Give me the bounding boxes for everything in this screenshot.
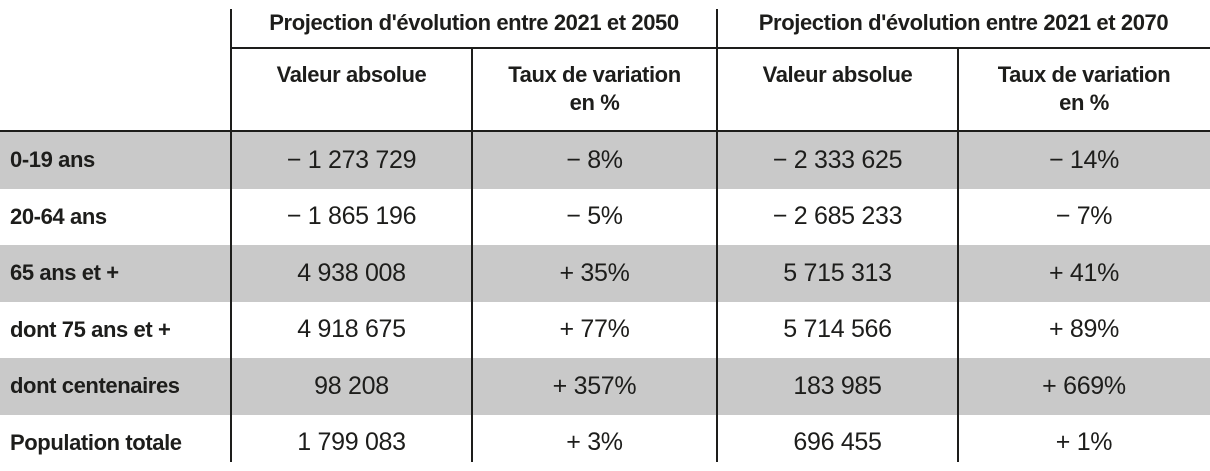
value-cell: − 2 333 625: [717, 132, 958, 189]
vertical-rule-group2-split: [957, 48, 959, 462]
value-cell: − 5%: [472, 188, 717, 245]
value-cell: 98 208: [231, 358, 472, 415]
vertical-rule-group1-split: [471, 48, 473, 462]
value-cell: 4 918 675: [231, 301, 472, 358]
value-cell: − 1 273 729: [231, 132, 472, 189]
value-cell: 1 799 083: [231, 414, 472, 471]
row-label-0-19-ans: 0-19 ans: [0, 132, 231, 189]
subheader-taux-variation-2050: Taux de variation en %: [508, 62, 681, 115]
value-cell: 4 938 008: [231, 245, 472, 302]
subheader-valeur-absolue-2050: Valeur absolue: [276, 62, 427, 87]
row-label-dont-75-ans-et-plus: dont 75 ans et +: [0, 301, 231, 358]
vertical-rule-middle: [716, 9, 718, 462]
value-cell: 696 455: [717, 414, 958, 471]
value-cell: + 35%: [472, 245, 717, 302]
value-cell: − 7%: [958, 188, 1210, 245]
value-cell: + 1%: [958, 414, 1210, 471]
value-cell: − 8%: [472, 132, 717, 189]
subheader-valeur-absolue-2070: Valeur absolue: [762, 62, 913, 87]
value-cell: + 3%: [472, 414, 717, 471]
subheader-taux-variation-2070: Taux de variation en %: [997, 62, 1171, 115]
value-cell: + 89%: [958, 301, 1210, 358]
value-cell: − 1 865 196: [231, 188, 472, 245]
value-cell: 5 714 566: [717, 301, 958, 358]
value-cell: 183 985: [717, 358, 958, 415]
value-cell: + 41%: [958, 245, 1210, 302]
value-cell: + 669%: [958, 358, 1210, 415]
value-cell: − 2 685 233: [717, 188, 958, 245]
value-cell: − 14%: [958, 132, 1210, 189]
column-group-header-2050: Projection d'évolution entre 2021 et 205…: [269, 9, 679, 35]
row-label-dont-centenaires: dont centenaires: [0, 358, 231, 415]
row-label-20-64-ans: 20-64 ans: [0, 188, 231, 245]
value-cell: + 77%: [472, 301, 717, 358]
vertical-rule-left: [230, 9, 232, 462]
horizontal-rule-body-top: [0, 130, 1210, 132]
corner-cell: [0, 0, 231, 132]
column-group-header-2070: Projection d'évolution entre 2021 et 207…: [758, 9, 1169, 35]
value-cell: + 357%: [472, 358, 717, 415]
row-label-population-totale: Population totale: [0, 414, 231, 471]
row-label-65-ans-et-plus: 65 ans et +: [0, 245, 231, 302]
horizontal-rule-header: [231, 47, 1210, 49]
value-cell: 5 715 313: [717, 245, 958, 302]
